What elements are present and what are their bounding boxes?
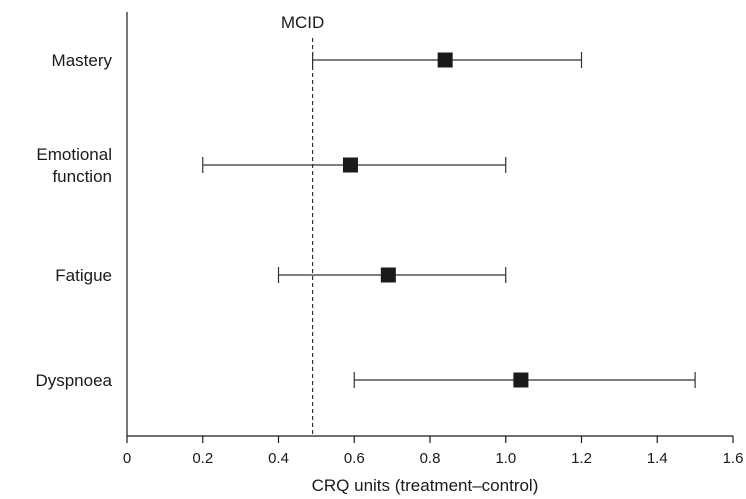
mcid-reference: MCID bbox=[281, 13, 324, 436]
category-label: function bbox=[52, 167, 112, 186]
x-tick-label: 0.4 bbox=[268, 450, 289, 467]
x-tick-label: 0.8 bbox=[420, 450, 441, 467]
mcid-label: MCID bbox=[281, 13, 324, 32]
point-estimate-marker bbox=[437, 52, 453, 68]
x-tick-label: 1.2 bbox=[571, 450, 592, 467]
category-label: Fatigue bbox=[55, 266, 112, 285]
forest-row: Dyspnoea bbox=[35, 371, 696, 390]
forest-row: Fatigue bbox=[55, 266, 507, 285]
x-axis-ticks: 0 0.2 0.4 0.6 0.8 1.0 1.2 1.4 1.6 bbox=[123, 436, 744, 467]
point-estimate-marker bbox=[342, 157, 358, 173]
axes bbox=[126, 12, 733, 437]
x-tick-label: 1.0 bbox=[495, 450, 516, 467]
point-estimate-marker bbox=[380, 267, 396, 283]
category-label: Dyspnoea bbox=[35, 371, 112, 390]
forest-row: Mastery bbox=[52, 51, 583, 70]
forest-row: Emotional function bbox=[36, 145, 507, 186]
x-axis-title: CRQ units (treatment–control) bbox=[312, 476, 539, 495]
category-label: Mastery bbox=[52, 51, 113, 70]
category-label: Emotional bbox=[36, 145, 112, 164]
x-tick-label: 0 bbox=[123, 450, 131, 467]
forest-rows: Mastery Emotional function Fatigue Dyspnoea bbox=[35, 51, 696, 390]
x-tick-label: 0.6 bbox=[344, 450, 365, 467]
x-tick-label: 0.2 bbox=[192, 450, 213, 467]
x-tick-label: 1.6 bbox=[723, 450, 744, 467]
point-estimate-marker bbox=[513, 372, 529, 388]
x-tick-label: 1.4 bbox=[647, 450, 668, 467]
